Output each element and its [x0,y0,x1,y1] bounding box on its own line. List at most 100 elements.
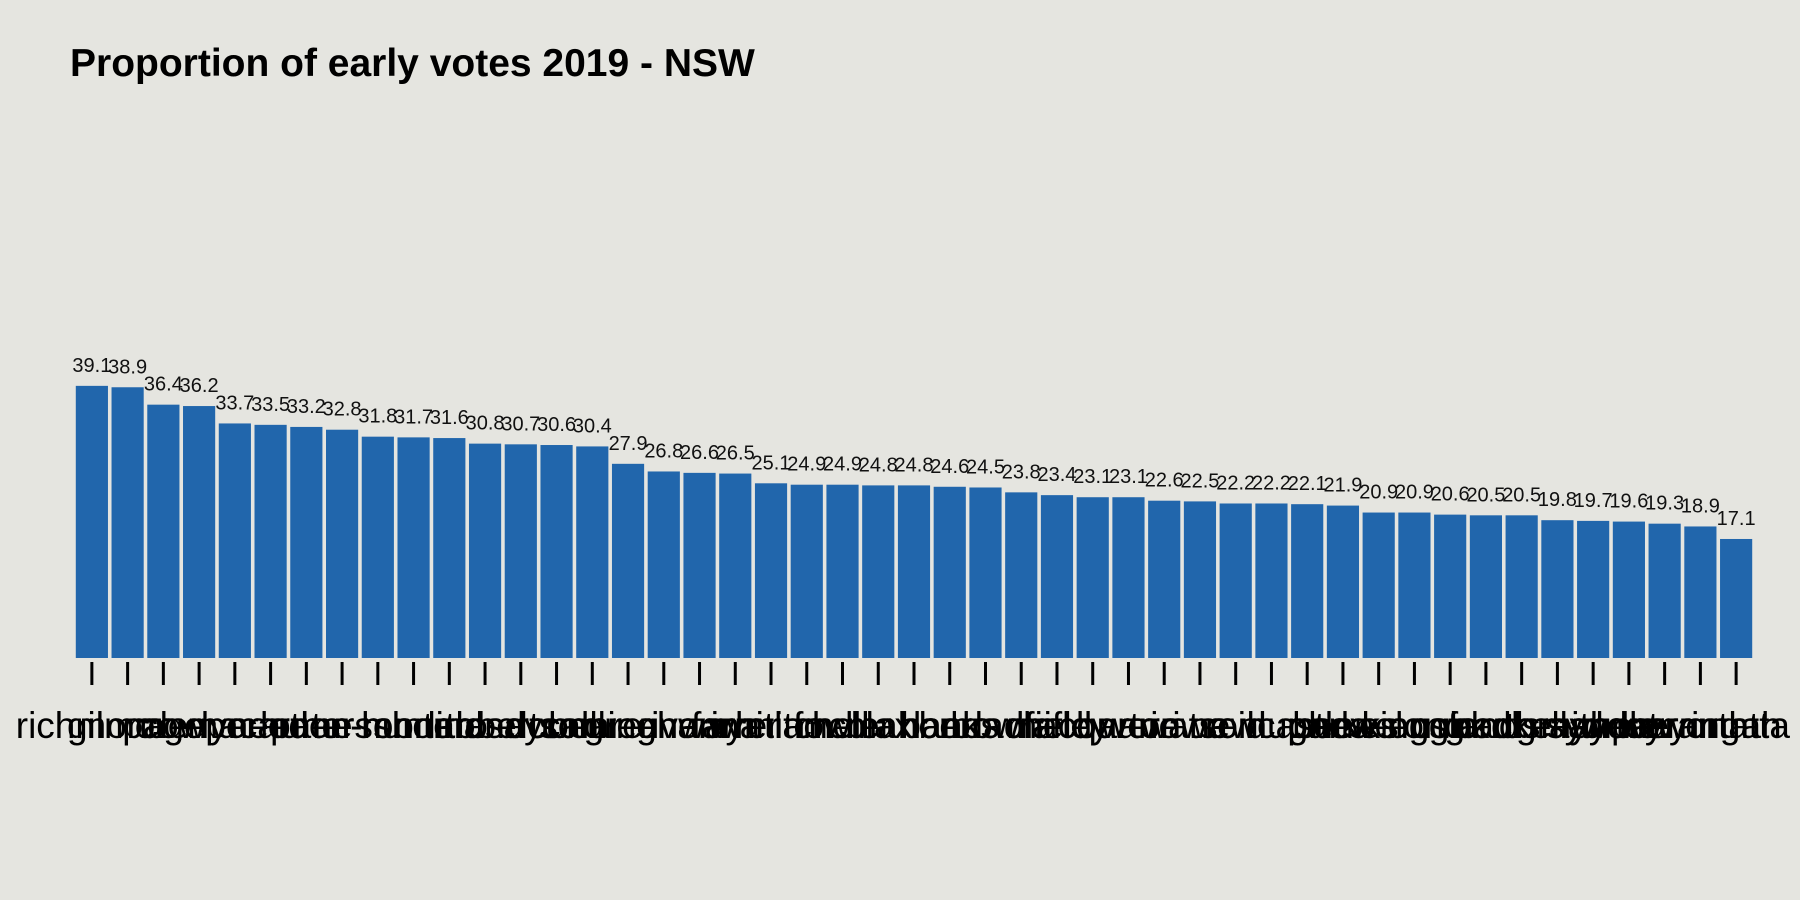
x-tick-label: shortland [373,705,525,746]
bar-value-label: 38.9 [108,356,147,378]
x-tick-label: werriwa [1099,705,1228,746]
bar-north-sydney [1541,520,1574,658]
bar-calare [576,446,609,658]
x-tick-label: riverina [639,705,761,746]
bar-value-label: 20.6 [1431,484,1470,506]
x-tick-label: robertson [443,705,599,746]
bar-value-label: 30.8 [466,413,505,435]
x-tick-label: bennelong [1292,705,1465,746]
bar-value-label: 19.6 [1609,491,1648,513]
bar-hunter [397,437,430,658]
x-tick-label: wentworth [1579,705,1749,746]
x-tick-label: parkes [1287,705,1398,746]
bar-value-label: 19.3 [1645,493,1684,515]
bar-value-label: 27.9 [609,433,648,455]
bar-bradfield [1005,492,1038,658]
x-tick-label: barton [1076,705,1181,746]
bar-value-label: 33.2 [287,396,326,418]
bar-shortland [433,438,466,658]
bar-parkes [1326,505,1360,658]
bar-value-label: 24.9 [787,454,826,476]
bar-value-label: 20.5 [1466,484,1505,506]
bar-value-label: 20.9 [1359,482,1398,504]
x-tick-label: cook [1411,705,1490,746]
x-tick-label: dobell [507,705,606,746]
bar-value-label: 31.7 [394,406,433,428]
bar-berowra [969,487,1002,658]
bar-value-label: 22.1 [1288,473,1327,495]
bar-grayndler [1577,520,1610,658]
bar-value-label: 30.6 [537,414,576,436]
chart-title: Proportion of early votes 2019 - NSW [70,42,755,85]
bar-cowper [183,406,216,658]
x-tick-label: mackellar [1442,705,1600,746]
value-labels-layer: 39.138.936.436.233.733.533.232.831.831.7… [72,355,1755,530]
bar-value-label: 33.7 [215,392,254,414]
bar-wentworth [1648,523,1681,658]
bar-value-label: 24.8 [859,454,898,476]
x-tick-label: blaxland [845,705,983,746]
x-tick-label: sydney [1570,705,1688,746]
bar-lindsay [468,443,502,658]
x-tick-label: chifley [1005,705,1110,746]
x-tick-label: eden-monaro [268,705,488,746]
bar-value-label: 23.8 [1002,461,1041,483]
bar-paterson [326,429,359,658]
bar-bennelong [1362,512,1395,658]
bar-value-label: 20.5 [1502,484,1541,506]
bar-value-label: 24.8 [895,454,934,476]
bar-macarthur [254,424,287,658]
bar-warringah [1684,526,1717,658]
x-tick-label: kingsford smith [1362,705,1611,746]
bar-mitchell [790,484,823,658]
x-tick-label: cowper [139,705,258,746]
bar-farrer [719,473,752,658]
x-tick-label: berowra [919,705,1053,746]
bar-value-label: 33.5 [251,394,290,416]
bar-value-label: 39.1 [72,355,111,377]
x-tick-label: parramatta [1611,705,1790,746]
bar-value-label: 24.9 [823,454,862,476]
bar-value-label: 22.2 [1252,472,1291,494]
bar-kingsford-smith [1469,515,1502,658]
bar-value-label: 21.9 [1323,475,1362,497]
x-tick-label: new england [1310,705,1520,746]
bar-lyne [218,423,251,658]
x-tick-label: reid [1205,705,1267,746]
bar-werriwa [1148,500,1181,658]
x-tick-label: warringah [1618,705,1781,746]
bar-greenway [647,471,680,658]
bar-robertson [504,444,537,658]
bar-value-label: 36.2 [180,375,219,397]
x-axis-ticks [90,662,1738,685]
bar-mackellar [1505,515,1538,658]
bar-value-label: 23.1 [1073,466,1112,488]
bar-value-label: 26.6 [680,442,719,464]
bar-page [147,404,180,658]
x-tick-label: mcmahon [797,705,959,746]
x-tick-label: whitlam [707,705,833,746]
bar-parramatta [1720,538,1753,658]
bar-value-label: 26.8 [644,440,683,462]
bar-value-label: 30.7 [501,413,540,435]
x-tick-label: watson [1140,705,1258,746]
bar-hughes [1291,504,1324,658]
bar-hume [290,426,323,658]
bar-value-label: 22.2 [1216,472,1255,494]
x-tick-label: grayndler [1516,705,1670,746]
x-tick-label: greenway [584,705,745,746]
x-tick-label: farrer [691,705,779,746]
bars-layer [75,385,1753,658]
bar-banks [933,486,966,658]
x-tick-label: page [122,705,204,746]
x-tick-label: richmond [16,705,168,746]
bar-blaxland [897,485,931,658]
bar-macquarie [1076,497,1109,658]
bar-value-label: 36.4 [144,374,183,396]
x-tick-label: gilmore [67,705,188,746]
bar-value-label: 19.8 [1538,489,1577,511]
bar-whitlam [754,483,788,658]
bar-dobell [540,445,573,658]
